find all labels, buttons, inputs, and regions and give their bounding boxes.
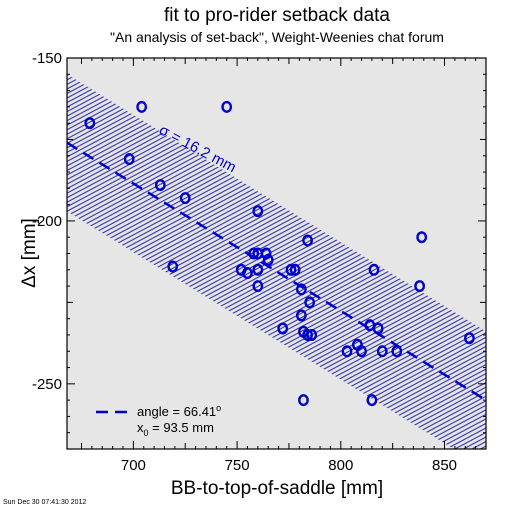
x-tick-label: 700: [121, 457, 146, 474]
data-point: [372, 322, 384, 335]
data-point: [341, 345, 353, 358]
y-tick-label: -150: [32, 50, 62, 67]
data-point: [262, 254, 274, 267]
data-point: [295, 309, 307, 322]
y-tick-label: -250: [32, 376, 62, 393]
data-point: [260, 247, 272, 260]
data-point: [295, 283, 307, 296]
x-tick-label: 850: [432, 457, 457, 474]
legend-angle-unit: o: [216, 403, 221, 413]
data-point: [464, 332, 475, 345]
data-points: [84, 100, 475, 407]
data-point: [252, 263, 264, 276]
data-point: [368, 263, 380, 276]
data-point: [277, 322, 289, 335]
legend-x0-prefix: x: [137, 420, 144, 435]
x-tick-label: 800: [328, 457, 353, 474]
data-point: [356, 345, 367, 358]
legend-x0-value: = 93.5 mm: [149, 420, 214, 435]
legend: angle = 66.41o x0 = 93.5 mm: [96, 403, 221, 438]
legend-angle-text: angle = 66.41: [137, 404, 216, 419]
data-point: [179, 192, 191, 205]
data-point: [84, 117, 96, 130]
legend-angle: angle = 66.41o: [137, 403, 221, 419]
x-tick-label: 750: [225, 457, 250, 474]
data-point: [154, 179, 166, 192]
axis-ticks: 700 750 800 850 -250 -200 -150: [32, 50, 486, 474]
data-point: [306, 328, 318, 341]
data-point: [376, 345, 388, 358]
data-point: [416, 231, 428, 244]
data-point: [302, 328, 314, 341]
timestamp: Sun Dec 30 07:41:30 2012: [3, 499, 86, 506]
data-point: [167, 260, 179, 273]
data-point: [304, 296, 316, 309]
legend-x0-sub: 0: [144, 428, 149, 438]
data-point: [221, 100, 233, 113]
data-point: [123, 153, 135, 166]
data-point: [414, 280, 426, 293]
data-point: [136, 100, 148, 113]
y-axis-label: Δx [mm]: [19, 218, 40, 288]
data-point: [366, 394, 378, 407]
data-point: [391, 345, 403, 358]
legend-x0: x0 = 93.5 mm: [137, 420, 214, 438]
fit-line: [67, 141, 486, 402]
data-point: [252, 280, 264, 293]
data-point: [252, 205, 264, 218]
data-point: [302, 234, 314, 247]
chart-title: fit to pro-rider setback data: [164, 5, 390, 26]
y-tick-label: -200: [32, 213, 62, 230]
chart-subtitle: "An analysis of set-back", Weight-Weenie…: [110, 29, 444, 45]
data-point: [298, 394, 309, 407]
data-point: [248, 247, 260, 260]
x-axis-label: BB-to-top-of-saddle [mm]: [171, 478, 383, 499]
data-point: [285, 263, 297, 276]
data-point: [289, 263, 301, 276]
data-point: [242, 267, 253, 280]
